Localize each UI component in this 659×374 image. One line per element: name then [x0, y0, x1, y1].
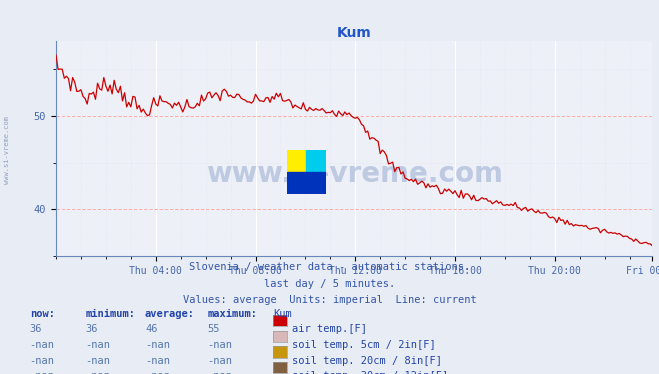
- Text: last day / 5 minutes.: last day / 5 minutes.: [264, 279, 395, 289]
- Text: -nan: -nan: [145, 356, 170, 366]
- Text: air temp.[F]: air temp.[F]: [292, 324, 367, 334]
- Text: average:: average:: [145, 309, 195, 319]
- Text: now:: now:: [30, 309, 55, 319]
- Text: www.si-vreme.com: www.si-vreme.com: [3, 116, 10, 184]
- Bar: [306, 150, 326, 172]
- Text: -nan: -nan: [208, 356, 233, 366]
- Text: -nan: -nan: [145, 340, 170, 350]
- Text: Slovenia / weather data - automatic stations.: Slovenia / weather data - automatic stat…: [189, 262, 470, 272]
- Text: -nan: -nan: [30, 371, 55, 374]
- Text: Kum: Kum: [273, 309, 292, 319]
- Text: maximum:: maximum:: [208, 309, 258, 319]
- Text: soil temp. 30cm / 12in[F]: soil temp. 30cm / 12in[F]: [292, 371, 448, 374]
- Text: -nan: -nan: [208, 371, 233, 374]
- Text: Values: average  Units: imperial  Line: current: Values: average Units: imperial Line: cu…: [183, 295, 476, 306]
- Text: -nan: -nan: [30, 340, 55, 350]
- Text: -nan: -nan: [145, 371, 170, 374]
- Text: -nan: -nan: [86, 340, 111, 350]
- Text: soil temp. 20cm / 8in[F]: soil temp. 20cm / 8in[F]: [292, 356, 442, 366]
- Text: -nan: -nan: [86, 371, 111, 374]
- Bar: [287, 150, 306, 172]
- Text: soil temp. 5cm / 2in[F]: soil temp. 5cm / 2in[F]: [292, 340, 436, 350]
- Text: -nan: -nan: [208, 340, 233, 350]
- Bar: [287, 172, 306, 194]
- Text: minimum:: minimum:: [86, 309, 136, 319]
- Text: -nan: -nan: [30, 356, 55, 366]
- Text: 46: 46: [145, 324, 158, 334]
- Text: 36: 36: [86, 324, 98, 334]
- Text: www.si-vreme.com: www.si-vreme.com: [206, 160, 503, 188]
- Text: 36: 36: [30, 324, 42, 334]
- Text: 55: 55: [208, 324, 220, 334]
- Title: Kum: Kum: [337, 26, 372, 40]
- Text: -nan: -nan: [86, 356, 111, 366]
- Bar: [306, 172, 326, 194]
